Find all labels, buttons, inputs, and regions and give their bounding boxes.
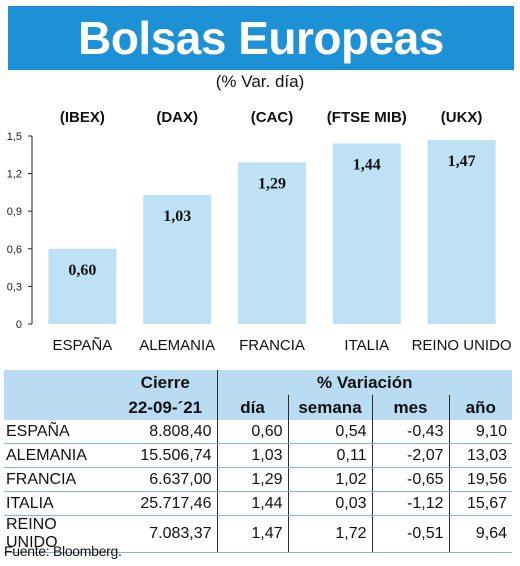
table-subheader-row: 22-09-´21 día semana mes año: [4, 395, 512, 420]
cell-country: ESPAÑA: [4, 420, 114, 444]
cell-day: 1,29: [216, 467, 288, 492]
cell-year: 15,67: [448, 491, 512, 516]
category-label: ALEMANIA: [139, 337, 215, 354]
category-label: ESPAÑA: [53, 337, 113, 354]
cell-week: 0,03: [287, 491, 372, 516]
cell-day: 1,47: [216, 515, 288, 553]
table-row: ALEMANIA 15.506,74 1,03 0,11 -2,07 13,03: [4, 443, 512, 468]
header-empty: [4, 370, 114, 395]
cell-month: -2,07: [371, 443, 449, 468]
index-label: (UKX): [441, 109, 483, 126]
cell-week: 0,54: [287, 420, 372, 444]
index-label: (CAC): [251, 109, 294, 126]
table-header-row: Cierre % Variación: [4, 370, 512, 395]
cell-country: REINO UNIDO: [4, 515, 114, 553]
chart-subtitle: (% Var. día): [215, 72, 305, 91]
cell-close: 8.808,40: [114, 420, 217, 444]
cell-week: 1,02: [287, 467, 372, 492]
subheader-date: 22-09-´21: [128, 397, 203, 417]
cell-year: 9,64: [448, 515, 512, 553]
cell-day: 1,44: [216, 491, 288, 516]
bar-chart: 0 0,3 0,6 0,9 1,2 1,5 0,60 (IBEX) ESPAÑA 1,03 (DAX…: [7, 109, 512, 354]
data-table: Cierre % Variación 22-09-´21 día semana …: [4, 370, 512, 553]
index-label: (DAX): [156, 109, 198, 126]
subheader-dia: día: [216, 395, 288, 420]
category-label: FRANCIA: [239, 337, 305, 354]
subheader-mes: mes: [371, 395, 449, 420]
bar-value-label: 1,29: [258, 175, 286, 192]
source-note: Fuente: Bloomberg.: [4, 543, 122, 559]
cell-month: -1,12: [371, 491, 449, 516]
cell-country: ITALIA: [4, 491, 114, 516]
cell-year: 9,10: [448, 420, 512, 444]
index-label: (FTSE MIB): [327, 109, 407, 126]
y-tick-label: 0,3: [7, 281, 22, 293]
category-label: REINO UNIDO: [412, 337, 512, 354]
y-tick-label: 0,9: [7, 206, 22, 218]
cell-month: -0,43: [371, 420, 449, 444]
cell-country: ALEMANIA: [4, 443, 114, 468]
y-tick-label: 1,5: [7, 131, 22, 143]
cell-year: 19,56: [448, 467, 512, 492]
cell-month: -0,51: [371, 515, 449, 553]
cell-week: 0,11: [287, 443, 372, 468]
cell-day: 0,60: [216, 420, 288, 444]
table-row: ESPAÑA 8.808,40 0,60 0,54 -0,43 9,10: [4, 420, 512, 444]
cell-month: -0,65: [371, 467, 449, 492]
chart-title: Bolsas Europeas: [78, 12, 444, 64]
cell-close: 6.637,00: [114, 467, 217, 492]
title-banner: Bolsas Europeas: [8, 6, 514, 70]
bar-value-label: 1,44: [353, 157, 381, 174]
table-row: ITALIA 25.717,46 1,44 0,03 -1,12 15,67: [4, 491, 512, 516]
bar-value-label: 1,47: [448, 153, 476, 170]
cell-close: 25.717,46: [114, 491, 217, 516]
table-row: FRANCIA 6.637,00 1,29 1,02 -0,65 19,56: [4, 467, 512, 492]
cell-country: FRANCIA: [4, 467, 114, 492]
header-cierre: Cierre: [140, 372, 190, 392]
bar-value-label: 1,03: [163, 208, 191, 225]
cell-week: 1,72: [287, 515, 372, 553]
cell-close: 15.506,74: [114, 443, 217, 468]
index-label: (IBEX): [60, 109, 105, 126]
bar-value-label: 0,60: [68, 262, 96, 279]
subheader-ano: año: [448, 395, 512, 420]
subheader-empty: [4, 395, 114, 420]
subheader-semana: semana: [287, 395, 372, 420]
bar: [427, 139, 496, 324]
cell-close: 7.083,37: [114, 515, 217, 553]
category-label: ITALIA: [344, 337, 389, 354]
y-tick-label: 1,2: [7, 169, 22, 181]
bar: [143, 194, 212, 324]
cell-day: 1,03: [216, 443, 288, 468]
cell-year: 13,03: [448, 443, 512, 468]
table-row: REINO UNIDO 7.083,37 1,47 1,72 -0,51 9,6…: [4, 515, 512, 553]
header-variacion: % Variación: [216, 370, 512, 395]
y-tick-label: 0,6: [7, 244, 22, 256]
y-tick-label: 0: [16, 319, 22, 331]
bar: [48, 248, 117, 324]
bar: [238, 162, 306, 324]
bar: [332, 143, 401, 324]
